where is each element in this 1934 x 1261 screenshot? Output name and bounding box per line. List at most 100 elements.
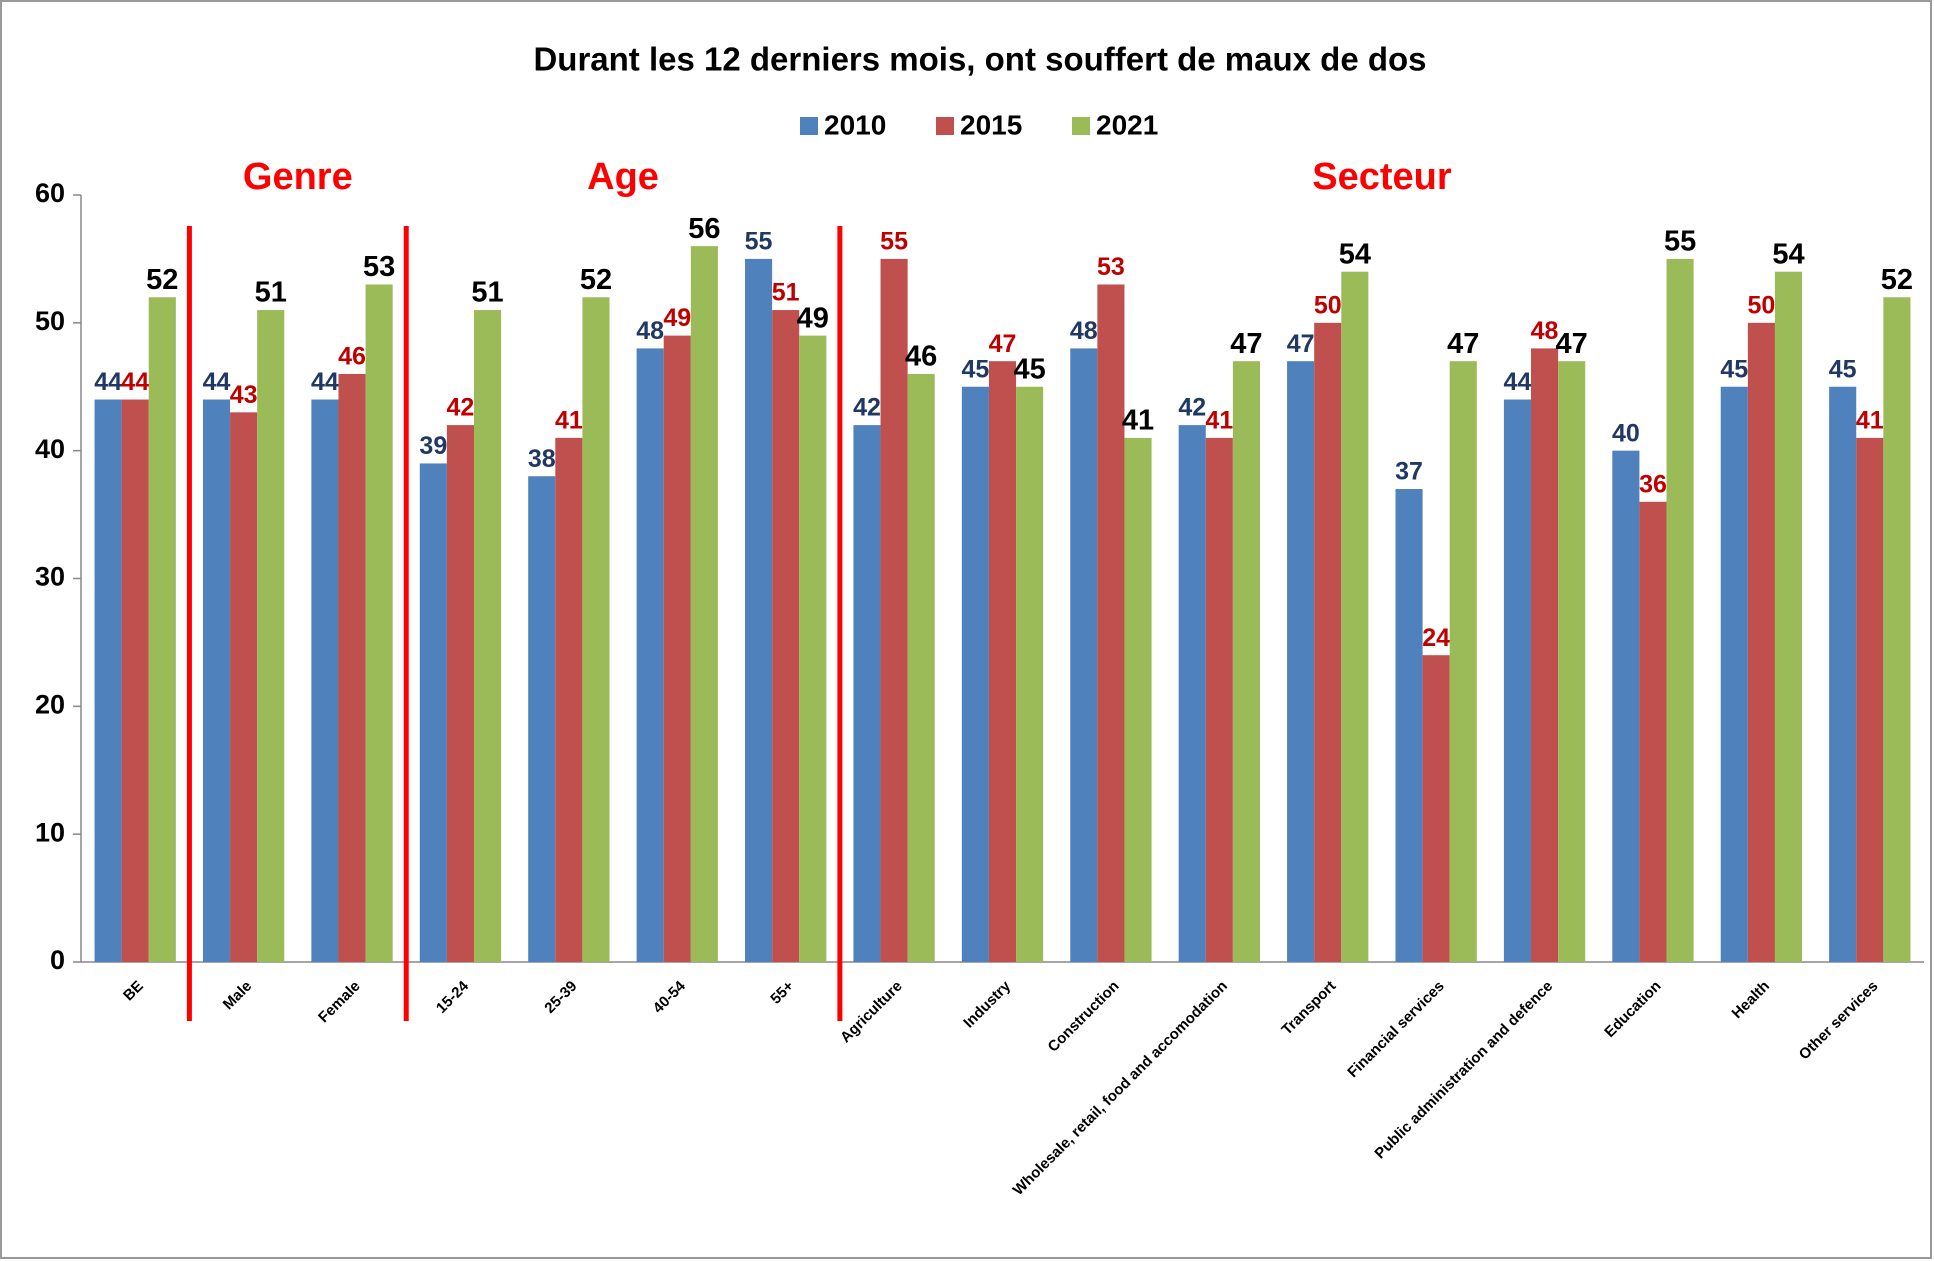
data-label: 47 (989, 330, 1017, 358)
data-label: 49 (663, 304, 691, 332)
data-label: 37 (1395, 458, 1423, 486)
legend-swatch (1072, 117, 1090, 135)
bar (1720, 386, 1748, 962)
data-label: 55 (745, 228, 773, 256)
bar (1314, 322, 1342, 962)
data-label: 48 (1070, 317, 1098, 345)
data-label: 44 (121, 368, 149, 396)
bar (961, 386, 989, 962)
data-label: 41 (1856, 406, 1884, 434)
data-label: 44 (203, 368, 231, 396)
bar (419, 463, 447, 962)
legend-swatch (936, 117, 954, 135)
bar (1070, 348, 1098, 962)
data-label: 50 (1747, 291, 1775, 319)
bar (528, 476, 556, 962)
data-label: 49 (797, 302, 829, 334)
bar (1612, 450, 1640, 962)
bar (311, 399, 339, 962)
data-label: 46 (338, 343, 366, 371)
data-label: 47 (1556, 328, 1588, 360)
bar (1856, 437, 1884, 963)
data-label: 44 (94, 368, 122, 396)
data-label: 43 (230, 381, 258, 409)
legend-label: 2015 (960, 109, 1022, 140)
bar (555, 437, 583, 963)
bar (1531, 348, 1559, 962)
bar (1774, 271, 1803, 962)
bar (1178, 425, 1206, 963)
bar (1232, 361, 1260, 962)
bar (1883, 297, 1911, 962)
bar (988, 361, 1017, 962)
data-label: 45 (1720, 355, 1748, 383)
data-label: 38 (528, 445, 556, 473)
data-label: 48 (636, 317, 664, 345)
data-label: 39 (419, 432, 447, 460)
data-label: 45 (961, 355, 989, 383)
bar (1666, 258, 1694, 963)
bar (338, 373, 366, 962)
bar (690, 246, 718, 963)
bar (1747, 322, 1775, 962)
legend-label: 2010 (824, 109, 886, 140)
bar (94, 399, 122, 962)
bar (1449, 361, 1477, 962)
bar (853, 425, 881, 963)
data-label: 54 (1772, 238, 1804, 270)
y-tick-label: 20 (35, 689, 65, 719)
bar (473, 310, 502, 962)
data-label: 47 (1447, 328, 1479, 360)
bar (1124, 437, 1152, 963)
bar (1558, 361, 1586, 962)
bar (1395, 489, 1423, 962)
y-tick-label: 30 (35, 562, 65, 592)
y-tick-label: 60 (35, 178, 65, 208)
bar (745, 258, 773, 963)
group-label: Age (587, 156, 659, 198)
bar (1503, 399, 1532, 962)
data-label: 40 (1612, 419, 1640, 447)
data-label: 36 (1639, 470, 1667, 498)
data-label: 44 (311, 368, 339, 396)
data-label: 47 (1287, 330, 1315, 358)
data-label: 48 (1531, 317, 1559, 345)
data-label: 24 (1422, 624, 1450, 652)
y-tick-label: 10 (35, 817, 65, 847)
y-tick-label: 50 (35, 306, 65, 336)
bar (1829, 386, 1857, 962)
data-label: 44 (1504, 368, 1532, 396)
data-label: 52 (146, 264, 178, 296)
data-label: 41 (1122, 405, 1154, 437)
data-label: 42 (853, 394, 881, 422)
data-label: 42 (1178, 394, 1206, 422)
chart-title: Durant les 12 derniers mois, ont souffer… (533, 41, 1426, 78)
data-label: 46 (905, 341, 937, 373)
bar (636, 348, 664, 962)
data-label: 52 (1881, 264, 1913, 296)
y-tick-label: 0 (50, 945, 65, 975)
bar (1287, 361, 1315, 962)
bar (1097, 284, 1125, 962)
bar (257, 310, 285, 962)
bar (1016, 386, 1044, 962)
data-label: 45 (1829, 355, 1857, 383)
data-label: 53 (1097, 253, 1125, 281)
bar (772, 310, 800, 962)
data-label: 53 (363, 251, 395, 283)
bar (1422, 655, 1450, 962)
bar (1205, 437, 1233, 963)
data-label: 47 (1230, 328, 1262, 360)
bar (365, 284, 393, 962)
data-label: 55 (1664, 226, 1696, 258)
bar (1341, 271, 1369, 962)
bar (1639, 501, 1667, 962)
bar (582, 297, 610, 962)
bar (446, 425, 474, 963)
legend-swatch (800, 117, 818, 135)
data-label: 52 (580, 264, 612, 296)
data-label: 45 (1013, 353, 1045, 385)
data-label: 55 (880, 228, 908, 256)
bar (121, 399, 149, 962)
